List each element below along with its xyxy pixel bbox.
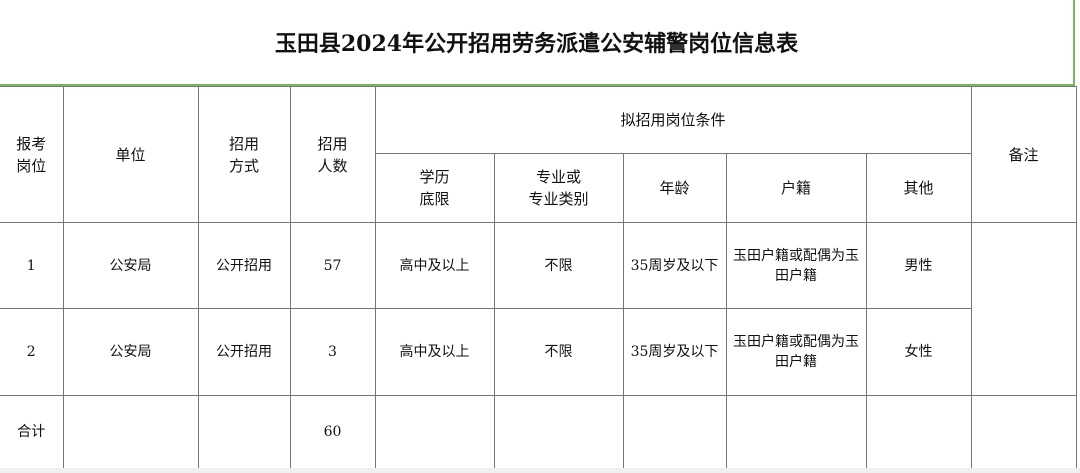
cell-post: 2 xyxy=(0,308,64,396)
title-cell: 玉田县2024年公开招用劳务派遣公安辅警岗位信息表 xyxy=(0,0,1075,86)
cell-education: 高中及以上 xyxy=(374,308,495,396)
cell-hukou: 玉田户籍或配偶为玉田户籍 xyxy=(725,222,867,309)
header-education: 学历 底限 xyxy=(375,153,495,223)
cell-education: 高中及以上 xyxy=(374,222,495,309)
empty-cell xyxy=(725,395,867,469)
empty-cell xyxy=(493,395,624,469)
empty-cell xyxy=(374,395,495,469)
empty-cell xyxy=(622,395,727,469)
empty-cell xyxy=(970,395,1077,469)
header-hukou: 户籍 xyxy=(725,153,867,223)
header-conditions: 拟招用岗位条件 xyxy=(374,86,972,154)
cell-hukou: 玉田户籍或配偶为玉田户籍 xyxy=(725,308,867,396)
cell-major: 不限 xyxy=(493,308,624,396)
cell-age: 35周岁及以下 xyxy=(622,308,727,396)
header-other: 其他 xyxy=(865,153,972,223)
cell-count: 57 xyxy=(289,222,376,309)
table-row: 1 公安局 公开招用 57 高中及以上 不限 35周岁及以下 玉田户籍或配偶为玉… xyxy=(0,222,1077,396)
cell-count: 3 xyxy=(289,308,376,396)
total-label: 合计 xyxy=(0,395,64,469)
empty-cell xyxy=(197,395,291,469)
cell-major: 不限 xyxy=(493,222,624,309)
header-unit: 单位 xyxy=(62,86,199,223)
table-row: 2 公安局 公开招用 3 高中及以上 不限 35周岁及以下 玉田户籍或配偶为玉田… xyxy=(0,308,1076,396)
page-bottom-edge xyxy=(0,468,1080,473)
cell-other: 男性 xyxy=(865,222,972,309)
cell-remarks xyxy=(970,222,1077,396)
empty-cell xyxy=(62,395,199,469)
empty-cell xyxy=(865,395,972,469)
header-count: 招用 人数 xyxy=(289,86,376,223)
cell-method: 公开招用 xyxy=(197,222,291,309)
cell-post: 1 xyxy=(0,222,64,309)
header-major: 专业或 专业类别 xyxy=(493,153,624,223)
total-count: 60 xyxy=(289,395,376,469)
total-row: 合计 60 xyxy=(0,395,1077,469)
cell-unit: 公安局 xyxy=(62,308,199,396)
positions-table: 报考 岗位 单位 招用 方式 招用 人数 拟招用岗位条件 备注 学历 底限 专业… xyxy=(0,86,1077,469)
cell-other: 女性 xyxy=(865,308,972,396)
header-post: 报考 岗位 xyxy=(0,86,64,223)
cell-method: 公开招用 xyxy=(197,308,291,396)
header-age: 年龄 xyxy=(622,153,727,223)
header-method: 招用 方式 xyxy=(197,86,291,223)
header-remarks: 备注 xyxy=(970,86,1077,223)
cell-age: 35周岁及以下 xyxy=(622,222,727,309)
page-title: 玉田县2024年公开招用劳务派遣公安辅警岗位信息表 xyxy=(274,31,799,57)
cell-unit: 公安局 xyxy=(62,222,199,309)
